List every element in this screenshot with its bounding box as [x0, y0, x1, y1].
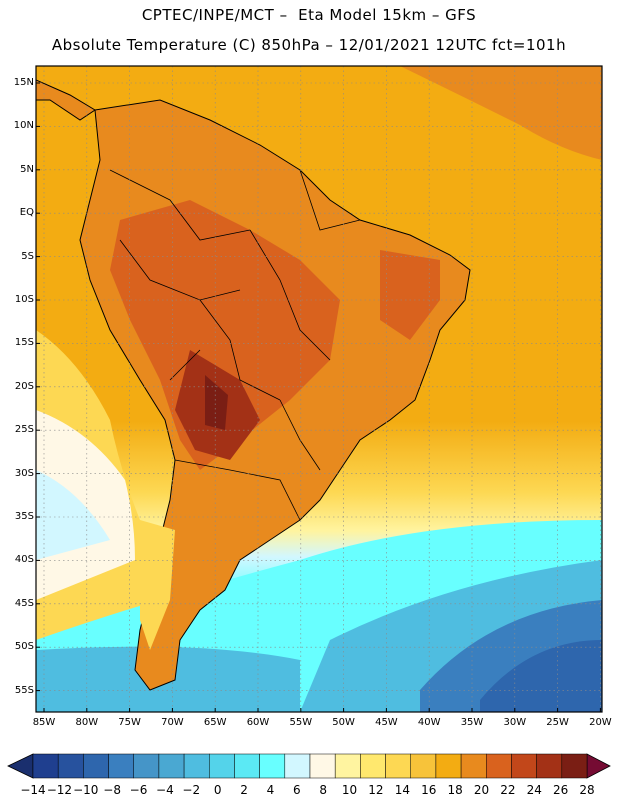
- map-frame: [35, 65, 603, 713]
- chaco-hottest-core: [205, 375, 228, 430]
- pacific-cold-zone: [36, 470, 110, 560]
- colorbar-swatch: [183, 753, 210, 779]
- colorbar-label: 0: [213, 783, 222, 797]
- lon-label-35w: 35W: [460, 717, 484, 728]
- colorbar-swatch: [309, 753, 336, 779]
- lat-label-15n: 15N: [13, 77, 34, 88]
- colorbar-swatch: [410, 753, 437, 779]
- colorbar-swatch: [536, 753, 563, 779]
- deep-cold-core: [480, 640, 602, 712]
- lat-label-35s: 35S: [14, 511, 34, 522]
- colorbar-label: 18: [447, 783, 463, 797]
- lat-label-45s: 45S: [14, 597, 34, 609]
- colorbar-swatch: [435, 753, 462, 779]
- country-borders: [109, 169, 361, 521]
- colorbar-swatch: [32, 753, 59, 779]
- lon-label-50w: 50W: [332, 717, 355, 728]
- colorbar-label: 12: [368, 783, 384, 797]
- colorbar-label: 8: [319, 783, 327, 797]
- colorbar-swatch: [561, 753, 588, 779]
- lon-label-40w: 40W: [417, 717, 441, 728]
- central-america-land: [36, 79, 96, 121]
- colorbar-label: 2: [240, 783, 248, 797]
- lat-label-50s: 50S: [14, 641, 34, 653]
- colorbar-label: −4: [156, 783, 174, 797]
- colorbar-swatch: [284, 753, 311, 779]
- colorbar-label: 6: [292, 783, 301, 797]
- colorbar-label: 22: [500, 783, 516, 797]
- colorbar-swatch: [83, 753, 109, 779]
- colorbar-label: 24: [526, 783, 542, 797]
- colorbar-swatch: [108, 753, 134, 779]
- colorbar-label: 16: [421, 783, 437, 797]
- colorbar-swatch: [259, 753, 286, 779]
- lon-label-25w: 25W: [546, 717, 569, 728]
- colorbar-swatch: [360, 753, 386, 779]
- colorbar-label: 10: [341, 783, 358, 797]
- colorbar-swatch: [57, 753, 84, 779]
- map-field: [36, 66, 602, 712]
- colorbar-label: 20: [473, 783, 490, 797]
- colorbar-label: −14: [20, 783, 46, 797]
- lat-label-eq: EQ: [19, 207, 34, 219]
- colorbar: [7, 753, 611, 779]
- lat-label-10n: 10N: [13, 120, 34, 132]
- lon-label-45w: 45W: [375, 717, 398, 728]
- colorbar-swatch: [486, 753, 512, 779]
- lat-label-55s: 55S: [14, 684, 34, 696]
- colorbar-high-arrow: [586, 753, 611, 779]
- colorbar-swatch: [209, 753, 235, 779]
- map-title-line-1: CPTEC/INPE/MCT – Eta Model 15km – GFS: [141, 6, 477, 24]
- colorbar-label: 26: [552, 783, 569, 797]
- lat-label-10s: 10S: [14, 294, 34, 305]
- lon-label-55w: 55W: [289, 717, 313, 728]
- lon-label-20w: 20W: [589, 717, 612, 728]
- lon-label-30w: 30W: [503, 717, 527, 728]
- lon-label-65w: 65W: [203, 717, 227, 728]
- colorbar-swatch: [460, 753, 487, 779]
- colorbar-swatch: [133, 753, 160, 779]
- lon-label-60w: 60W: [246, 717, 270, 728]
- lat-label-15s: 15S: [14, 337, 34, 349]
- lat-label-40s: 40S: [14, 554, 34, 566]
- lat-label-30s: 30S: [14, 467, 34, 479]
- colorbar-label: 4: [266, 783, 275, 797]
- lat-label-5n: 5N: [20, 163, 34, 175]
- lon-label-85w: 85W: [32, 717, 56, 728]
- lat-label-25s: 25S: [14, 424, 34, 436]
- north-atlantic-warm-zone: [400, 66, 602, 160]
- colorbar-swatch: [334, 753, 361, 779]
- colorbar-label: −8: [103, 783, 121, 797]
- interior-hot-zone: [110, 200, 340, 470]
- colorbar-label: −6: [129, 783, 148, 797]
- colorbar-label: 28: [579, 783, 595, 797]
- colorbar-label: −10: [73, 783, 99, 797]
- lat-label-5s: 5S: [21, 250, 34, 262]
- lon-label-80w: 80W: [75, 717, 99, 728]
- colorbar-swatch: [511, 753, 537, 779]
- lon-label-70w: 70W: [161, 717, 184, 728]
- colorbar-swatch: [385, 753, 411, 779]
- colorbar-label: 14: [394, 783, 410, 797]
- colorbar-swatch: [234, 753, 260, 779]
- lon-label-75w: 75W: [118, 717, 141, 728]
- map-title-line-2: Absolute Temperature (C) 850hPa – 12/01/…: [51, 36, 567, 54]
- colorbar-label: −2: [182, 783, 201, 797]
- colorbar-swatch: [158, 753, 185, 779]
- lat-label-20s: 20S: [14, 380, 34, 392]
- colorbar-low-arrow: [7, 753, 34, 779]
- northeast-brazil-hot-zone: [380, 250, 440, 340]
- axis-ticks: [36, 82, 601, 712]
- patagonia-mild-zone: [140, 520, 175, 650]
- colorbar-label: −12: [46, 783, 73, 797]
